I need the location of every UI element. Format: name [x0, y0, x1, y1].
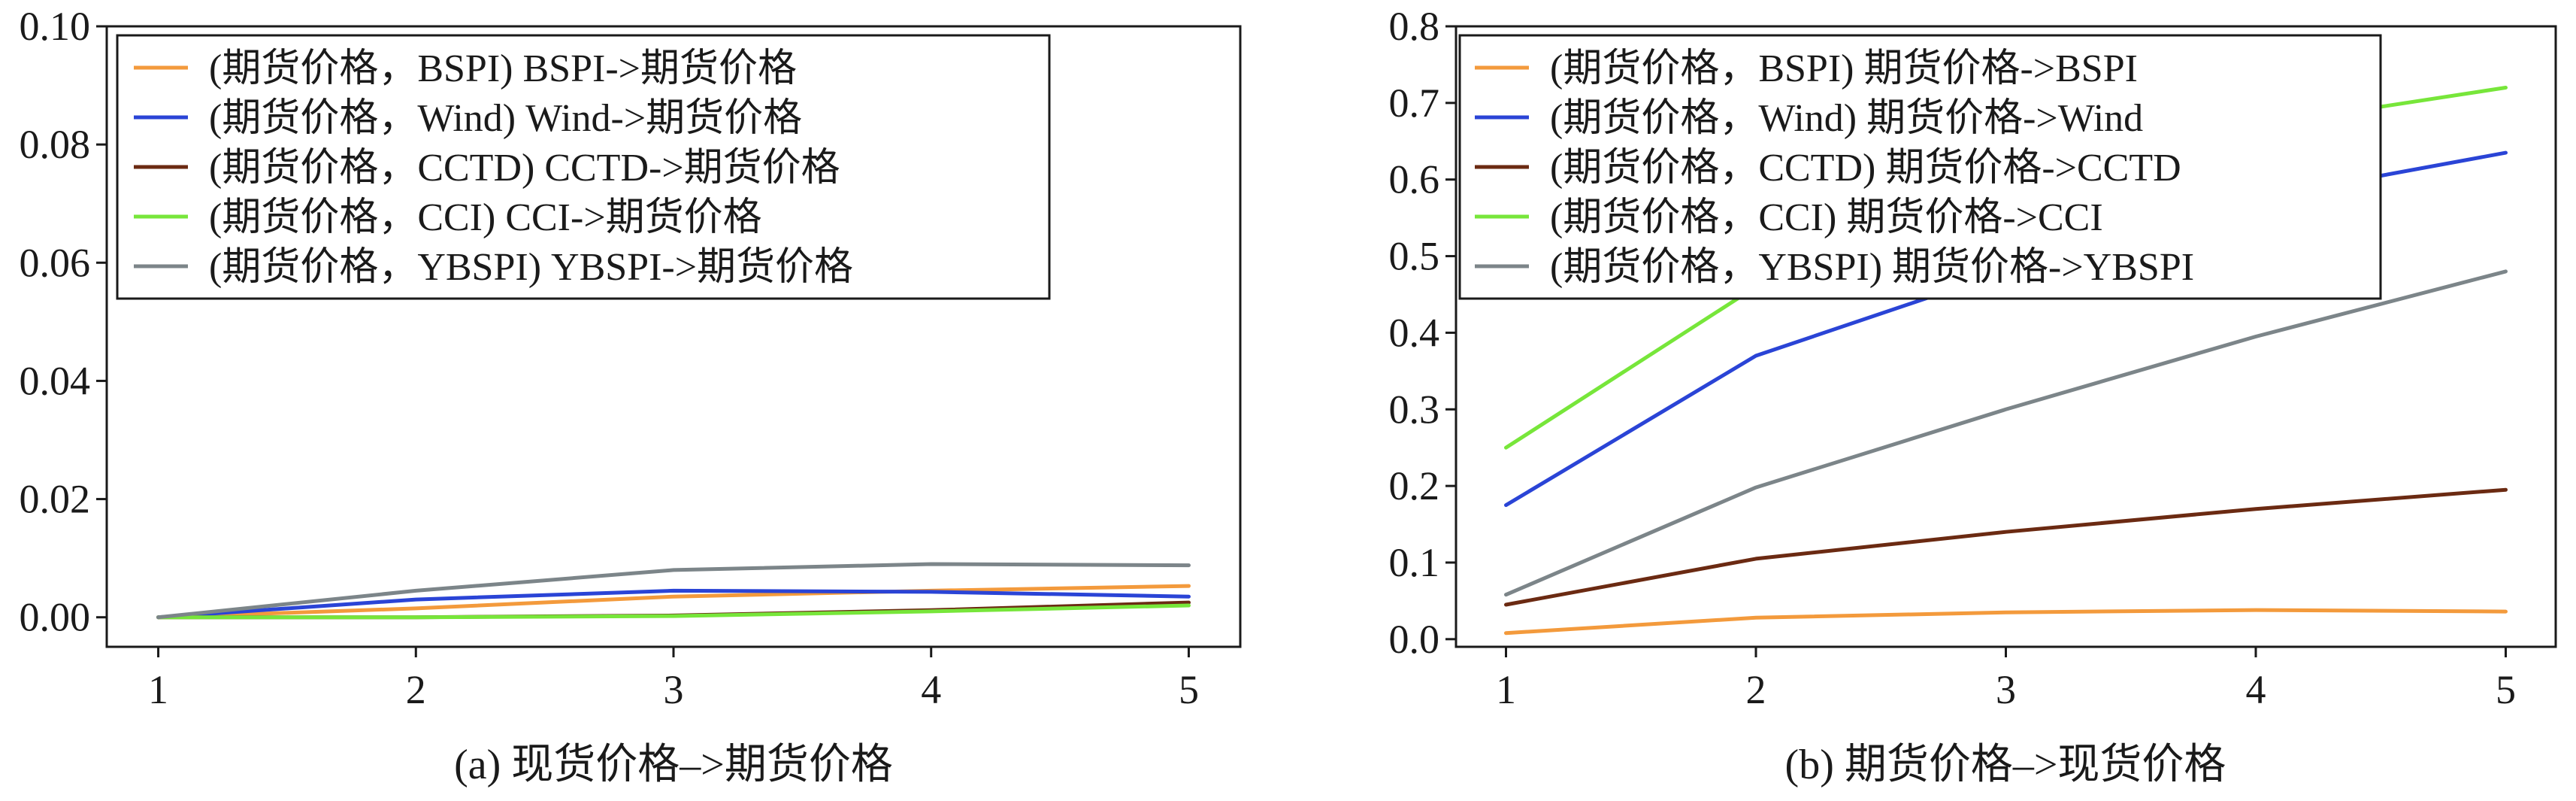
x-tick-label: 4: [2246, 667, 2266, 712]
legend-label-0: (期货价格，BSPI) 期货价格->BSPI: [1550, 47, 2138, 90]
y-tick-label: 0.7: [1389, 80, 1440, 126]
x-tick-label: 2: [1746, 667, 1766, 712]
x-tick-label: 5: [1179, 667, 1199, 712]
y-tick-label: 0.5: [1389, 234, 1440, 279]
y-tick-label: 0.3: [1389, 387, 1440, 432]
y-tick-label: 0.06: [20, 240, 91, 285]
x-tick-label: 3: [664, 667, 684, 712]
chart-caption: (b) 期货价格–>现货价格: [1785, 742, 2226, 788]
y-tick-label: 0.00: [20, 595, 91, 640]
chart-a-futures-price-from-spot: 0.00 0.02 0.04 0.06 0.08 0.10 1 2 3 4 5 (期货价格，BSPI)…: [20, 4, 1242, 788]
series-line-1: [156, 588, 1191, 620]
series-line-2: [1504, 487, 2508, 607]
x-tick-label: 3: [1996, 667, 2016, 712]
legend-label-1: (期货价格，Wind) Wind->期货价格: [209, 97, 802, 140]
legend-label-3: (期货价格，CCI) 期货价格->CCI: [1550, 196, 2103, 239]
legend: (期货价格，BSPI) BSPI->期货价格 (期货价格，Wind) Wind->…: [116, 34, 1051, 300]
x-tick-label: 5: [2496, 667, 2516, 712]
legend-label-4: (期货价格，YBSPI) 期货价格->YBSPI: [1550, 246, 2194, 289]
y-tick-label: 0.4: [1389, 310, 1440, 355]
series-line-0: [1504, 608, 2508, 636]
series-line-3: [156, 603, 1191, 620]
chart-b-spot-price-from-futures: 0.0 0.1 0.2 0.3 0.4 0.5 0.6 0.7 0.8 1 2 3 4 5 (期货价格，BS…: [1389, 4, 2557, 788]
legend-label-3: (期货价格，CCI) CCI->期货价格: [209, 196, 762, 239]
y-tick-label: 0.04: [20, 358, 91, 403]
legend-label-2: (期货价格，CCTD) 期货价格->CCTD: [1550, 147, 2181, 190]
y-tick-label: 0.6: [1389, 157, 1440, 202]
series-line-0: [156, 584, 1191, 620]
legend: (期货价格，BSPI) 期货价格->BSPI (期货价格，Wind) 期货价格->…: [1458, 34, 2382, 300]
x-tick-label: 1: [1496, 667, 1516, 712]
legend-label-4: (期货价格，YBSPI) YBSPI->期货价格: [209, 246, 853, 289]
legend-box: [1458, 34, 2382, 300]
legend-label-2: (期货价格，CCTD) CCTD->期货价格: [209, 147, 840, 190]
y-tick-label: 0.8: [1389, 4, 1440, 49]
chart-caption: (a) 现货价格–>期货价格: [454, 742, 893, 788]
legend-box: [116, 34, 1051, 300]
y-tick-label: 0.2: [1389, 463, 1440, 508]
y-tick-label: 0.1: [1389, 540, 1440, 585]
x-tick-label: 2: [406, 667, 426, 712]
y-tick-label: 0.0: [1389, 617, 1440, 662]
series-line-4: [156, 562, 1191, 620]
series-line-4: [1504, 269, 2508, 597]
y-tick-label: 0.08: [20, 122, 91, 167]
legend-label-0: (期货价格，BSPI) BSPI->期货价格: [209, 47, 797, 90]
x-tick-label: 4: [921, 667, 941, 712]
y-tick-label: 0.10: [20, 4, 91, 49]
x-tick-label: 1: [148, 667, 168, 712]
y-tick-label: 0.02: [20, 477, 91, 522]
legend-label-1: (期货价格，Wind) 期货价格->Wind: [1550, 97, 2143, 140]
